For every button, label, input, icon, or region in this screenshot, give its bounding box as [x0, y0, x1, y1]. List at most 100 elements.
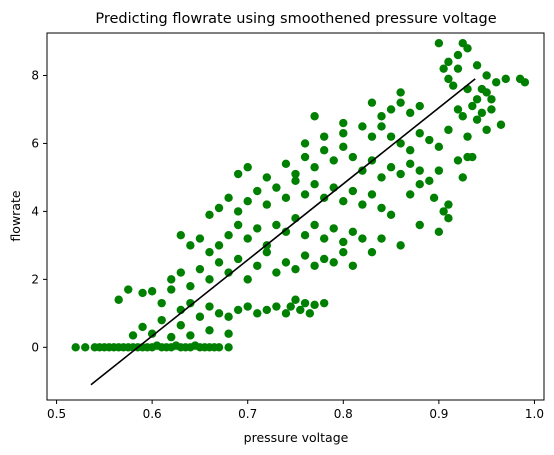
fit-line-group [90, 78, 476, 386]
scatter-point [195, 312, 205, 321]
scatter-point [167, 275, 176, 284]
scatter-point [200, 343, 209, 352]
scatter-point [171, 341, 181, 350]
scatter-point [377, 173, 386, 182]
scatter-point [415, 129, 424, 138]
scatter-point [434, 142, 444, 152]
scatter-point [147, 329, 157, 338]
scatter-point [425, 135, 434, 145]
scatter-point [520, 78, 530, 87]
scatter-point [243, 234, 252, 243]
scatter-point [396, 241, 405, 250]
scatter-point [253, 261, 262, 270]
y-axis-label: flowrate [8, 190, 23, 241]
scatter-point [453, 64, 463, 73]
scatter-point [243, 163, 252, 172]
scatter-point [444, 57, 453, 67]
scatter-point [386, 132, 396, 141]
scatter-point [138, 288, 147, 298]
scatter-point [405, 108, 415, 118]
scatter-point [405, 190, 415, 199]
scatter-point [224, 193, 233, 203]
scatter-point [348, 186, 358, 196]
scatter-point [444, 74, 453, 84]
scatter-point [358, 166, 367, 175]
scatter-point [396, 98, 405, 107]
scatter-point [157, 298, 166, 308]
scatter-point [214, 258, 224, 267]
scatter-point [458, 112, 467, 121]
scatter-point [453, 50, 463, 60]
scatter-point [453, 105, 463, 114]
scatter-point [463, 132, 472, 141]
scatter-point [319, 234, 329, 243]
scatter-point [224, 230, 233, 240]
scatter-point [319, 132, 329, 141]
scatter-point [176, 321, 186, 330]
scatter-point [291, 295, 300, 304]
scatter-point [472, 61, 482, 70]
y-tick-label: 0 [31, 340, 39, 354]
scatter-point [377, 203, 386, 213]
scatter-point [329, 224, 338, 233]
scatter-point [482, 125, 491, 135]
scatter-point [281, 159, 291, 169]
scatter-point [444, 213, 453, 223]
scatter-point [205, 275, 214, 284]
scatter-point [310, 261, 319, 270]
scatter-point [210, 343, 219, 352]
scatter-point [157, 315, 166, 325]
scatter-point [434, 38, 444, 48]
scatter-point [310, 180, 319, 189]
scatter-point [300, 152, 310, 162]
scatter-point [214, 241, 224, 250]
regression-line [90, 78, 476, 386]
scatter-point [262, 305, 272, 315]
scatter-point [444, 200, 453, 209]
scatter-point [310, 163, 319, 172]
scatter-point [468, 101, 477, 111]
scatter-point [205, 302, 214, 311]
scatter-point [415, 220, 424, 230]
scatter-point [300, 190, 310, 199]
scatter-point [449, 81, 458, 90]
scatter-point [487, 95, 496, 104]
scatter-point [458, 173, 467, 182]
scatter-point [253, 309, 262, 318]
scatter-point [114, 295, 123, 304]
scatter-point [300, 251, 310, 260]
scatter-point [496, 120, 506, 129]
scatter-point [224, 329, 233, 338]
scatter-point [377, 112, 386, 121]
scatter-point [329, 258, 338, 267]
scatter-point [214, 203, 224, 213]
scatter-point [472, 95, 482, 104]
y-tick-label: 4 [31, 204, 39, 218]
chart-title: Predicting flowrate using smoothened pre… [95, 11, 496, 27]
scatter-point [195, 234, 205, 243]
scatter-point [339, 197, 348, 206]
scatter-point [291, 169, 300, 179]
scatter-point [300, 298, 310, 308]
y-tick-label: 8 [31, 68, 39, 82]
scatter-point [439, 207, 448, 216]
scatter-point [138, 322, 147, 332]
scatter-point [71, 343, 80, 352]
scatter-point [262, 173, 272, 182]
scatter-point [367, 132, 377, 141]
scatter-points [71, 38, 530, 352]
scatter-point [300, 139, 310, 148]
y-axis-ticks: 0 2 4 6 8 [31, 68, 47, 354]
scatter-point [477, 84, 487, 94]
scatter-point [176, 268, 186, 277]
scatter-point [272, 183, 281, 192]
scatter-point [310, 300, 319, 310]
scatter-point [281, 227, 291, 236]
x-tick-label: 1.0 [525, 407, 544, 421]
x-tick-label: 0.7 [238, 407, 257, 421]
scatter-point [472, 115, 482, 124]
scatter-point [272, 220, 281, 230]
scatter-point [253, 186, 262, 196]
scatter-point [281, 193, 291, 203]
scatter-point [358, 234, 367, 243]
